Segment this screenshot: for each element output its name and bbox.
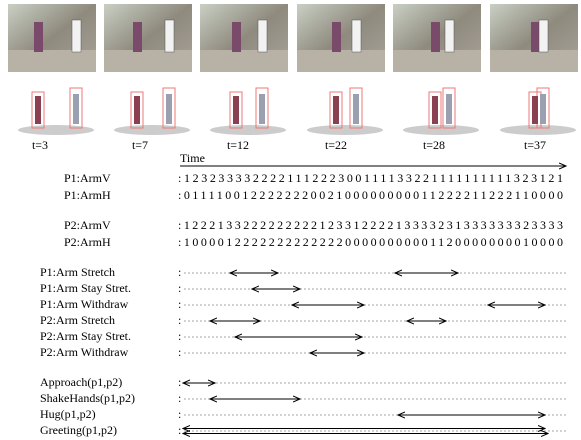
photo-floor bbox=[297, 50, 385, 72]
event-name: ShakeHands(p1,p2) bbox=[40, 391, 135, 405]
separator: : bbox=[178, 297, 181, 311]
frame-label: t=7 bbox=[132, 138, 148, 152]
person bbox=[72, 20, 81, 52]
person bbox=[531, 22, 540, 52]
event-name: Greeting(p1,p2) bbox=[40, 423, 117, 437]
separator: : bbox=[178, 265, 181, 279]
photo-floor bbox=[490, 50, 578, 72]
shadow bbox=[114, 125, 190, 135]
person bbox=[431, 22, 440, 52]
shadow bbox=[210, 125, 286, 135]
pose-body bbox=[432, 96, 438, 124]
time-label: Time bbox=[180, 151, 205, 165]
pose-body bbox=[353, 94, 359, 124]
photo-floor bbox=[200, 50, 288, 72]
frame-label: t=37 bbox=[524, 138, 546, 152]
event-name: P1:Arm Stretch bbox=[40, 265, 115, 279]
separator: : bbox=[178, 375, 181, 389]
frame-label: t=28 bbox=[423, 138, 445, 152]
event-name: P1:Arm Withdraw bbox=[40, 297, 129, 311]
event-name: P2:Arm Withdraw bbox=[40, 345, 129, 359]
separator: : bbox=[178, 391, 181, 405]
pose-body bbox=[166, 94, 172, 124]
sequence-code: :011110012222222002100000000011222211222… bbox=[178, 188, 563, 202]
pose-body bbox=[233, 96, 239, 124]
shadow bbox=[307, 125, 383, 135]
person bbox=[332, 22, 341, 52]
person bbox=[539, 20, 548, 52]
event-name: Hug(p1,p2) bbox=[40, 407, 96, 421]
sequence-code: :100001222222222222200000000001120000000… bbox=[178, 235, 563, 249]
sequence-name: P2:ArmH bbox=[64, 235, 111, 249]
pose-body bbox=[73, 94, 79, 124]
separator: : bbox=[178, 281, 181, 295]
photo-floor bbox=[104, 50, 192, 72]
separator: : bbox=[178, 423, 181, 437]
event-name: P2:Arm Stretch bbox=[40, 313, 115, 327]
person bbox=[445, 20, 454, 52]
shadow bbox=[500, 125, 576, 135]
person bbox=[258, 20, 267, 52]
separator: : bbox=[178, 329, 181, 343]
sequence-name: P1:ArmH bbox=[64, 188, 111, 202]
person bbox=[34, 22, 43, 52]
frame-label: t=12 bbox=[227, 138, 249, 152]
photo-floor bbox=[393, 50, 481, 72]
sequence-name: P2:ArmV bbox=[64, 218, 111, 232]
person bbox=[165, 20, 174, 52]
person bbox=[133, 22, 142, 52]
person bbox=[352, 20, 361, 52]
shadow bbox=[18, 125, 94, 135]
pose-body bbox=[446, 94, 452, 124]
pose-body bbox=[134, 96, 140, 124]
pose-body bbox=[540, 94, 546, 124]
photo-floor bbox=[8, 50, 96, 72]
pose-frames bbox=[18, 88, 576, 135]
person bbox=[232, 22, 241, 52]
separator: : bbox=[178, 345, 181, 359]
pose-body bbox=[259, 94, 265, 124]
event-name: P2:Arm Stay Stret. bbox=[40, 329, 131, 343]
separator: : bbox=[178, 407, 181, 421]
frame-label: t=3 bbox=[32, 138, 48, 152]
event-name: P1:Arm Stay Stret. bbox=[40, 281, 131, 295]
pose-body bbox=[35, 96, 41, 124]
pose-body bbox=[333, 96, 339, 124]
separator: : bbox=[178, 313, 181, 327]
sequence-code: :123233332222111222300111133221111111111… bbox=[178, 171, 563, 185]
event-name: Approach(p1,p2) bbox=[40, 375, 122, 389]
video-frames bbox=[8, 4, 578, 72]
sequence-code: :122213322222222212331222213333231333333… bbox=[178, 218, 563, 232]
figure: Time t=3 t=7 t=12 t=22 t=28 t=37 P1:ArmV :12323… bbox=[0, 0, 581, 440]
pose-body bbox=[532, 96, 538, 124]
frame-label: t=22 bbox=[325, 138, 347, 152]
sequence-name: P1:ArmV bbox=[64, 171, 111, 185]
